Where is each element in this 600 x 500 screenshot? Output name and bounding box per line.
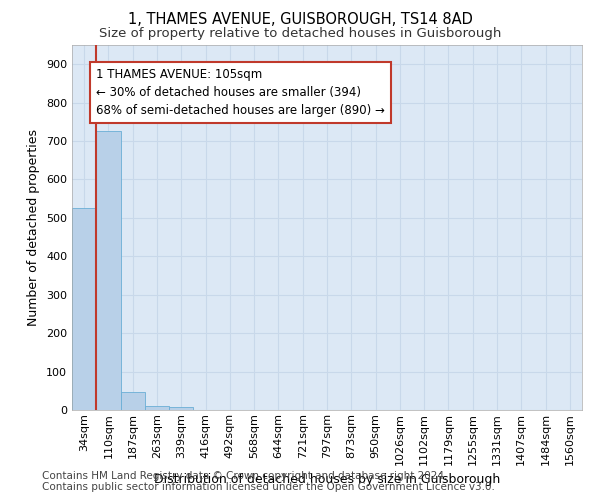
Y-axis label: Number of detached properties: Number of detached properties <box>28 129 40 326</box>
Text: 1, THAMES AVENUE, GUISBOROUGH, TS14 8AD: 1, THAMES AVENUE, GUISBOROUGH, TS14 8AD <box>128 12 472 28</box>
Text: Contains HM Land Registry data © Crown copyright and database right 2024.
Contai: Contains HM Land Registry data © Crown c… <box>42 471 495 492</box>
Text: 1 THAMES AVENUE: 105sqm
← 30% of detached houses are smaller (394)
68% of semi-d: 1 THAMES AVENUE: 105sqm ← 30% of detache… <box>96 68 385 117</box>
Bar <box>72 208 96 410</box>
Bar <box>96 130 121 410</box>
Bar <box>169 406 193 410</box>
X-axis label: Distribution of detached houses by size in Guisborough: Distribution of detached houses by size … <box>154 473 500 486</box>
Text: Size of property relative to detached houses in Guisborough: Size of property relative to detached ho… <box>99 28 501 40</box>
Bar <box>145 406 169 410</box>
Bar <box>121 392 145 410</box>
